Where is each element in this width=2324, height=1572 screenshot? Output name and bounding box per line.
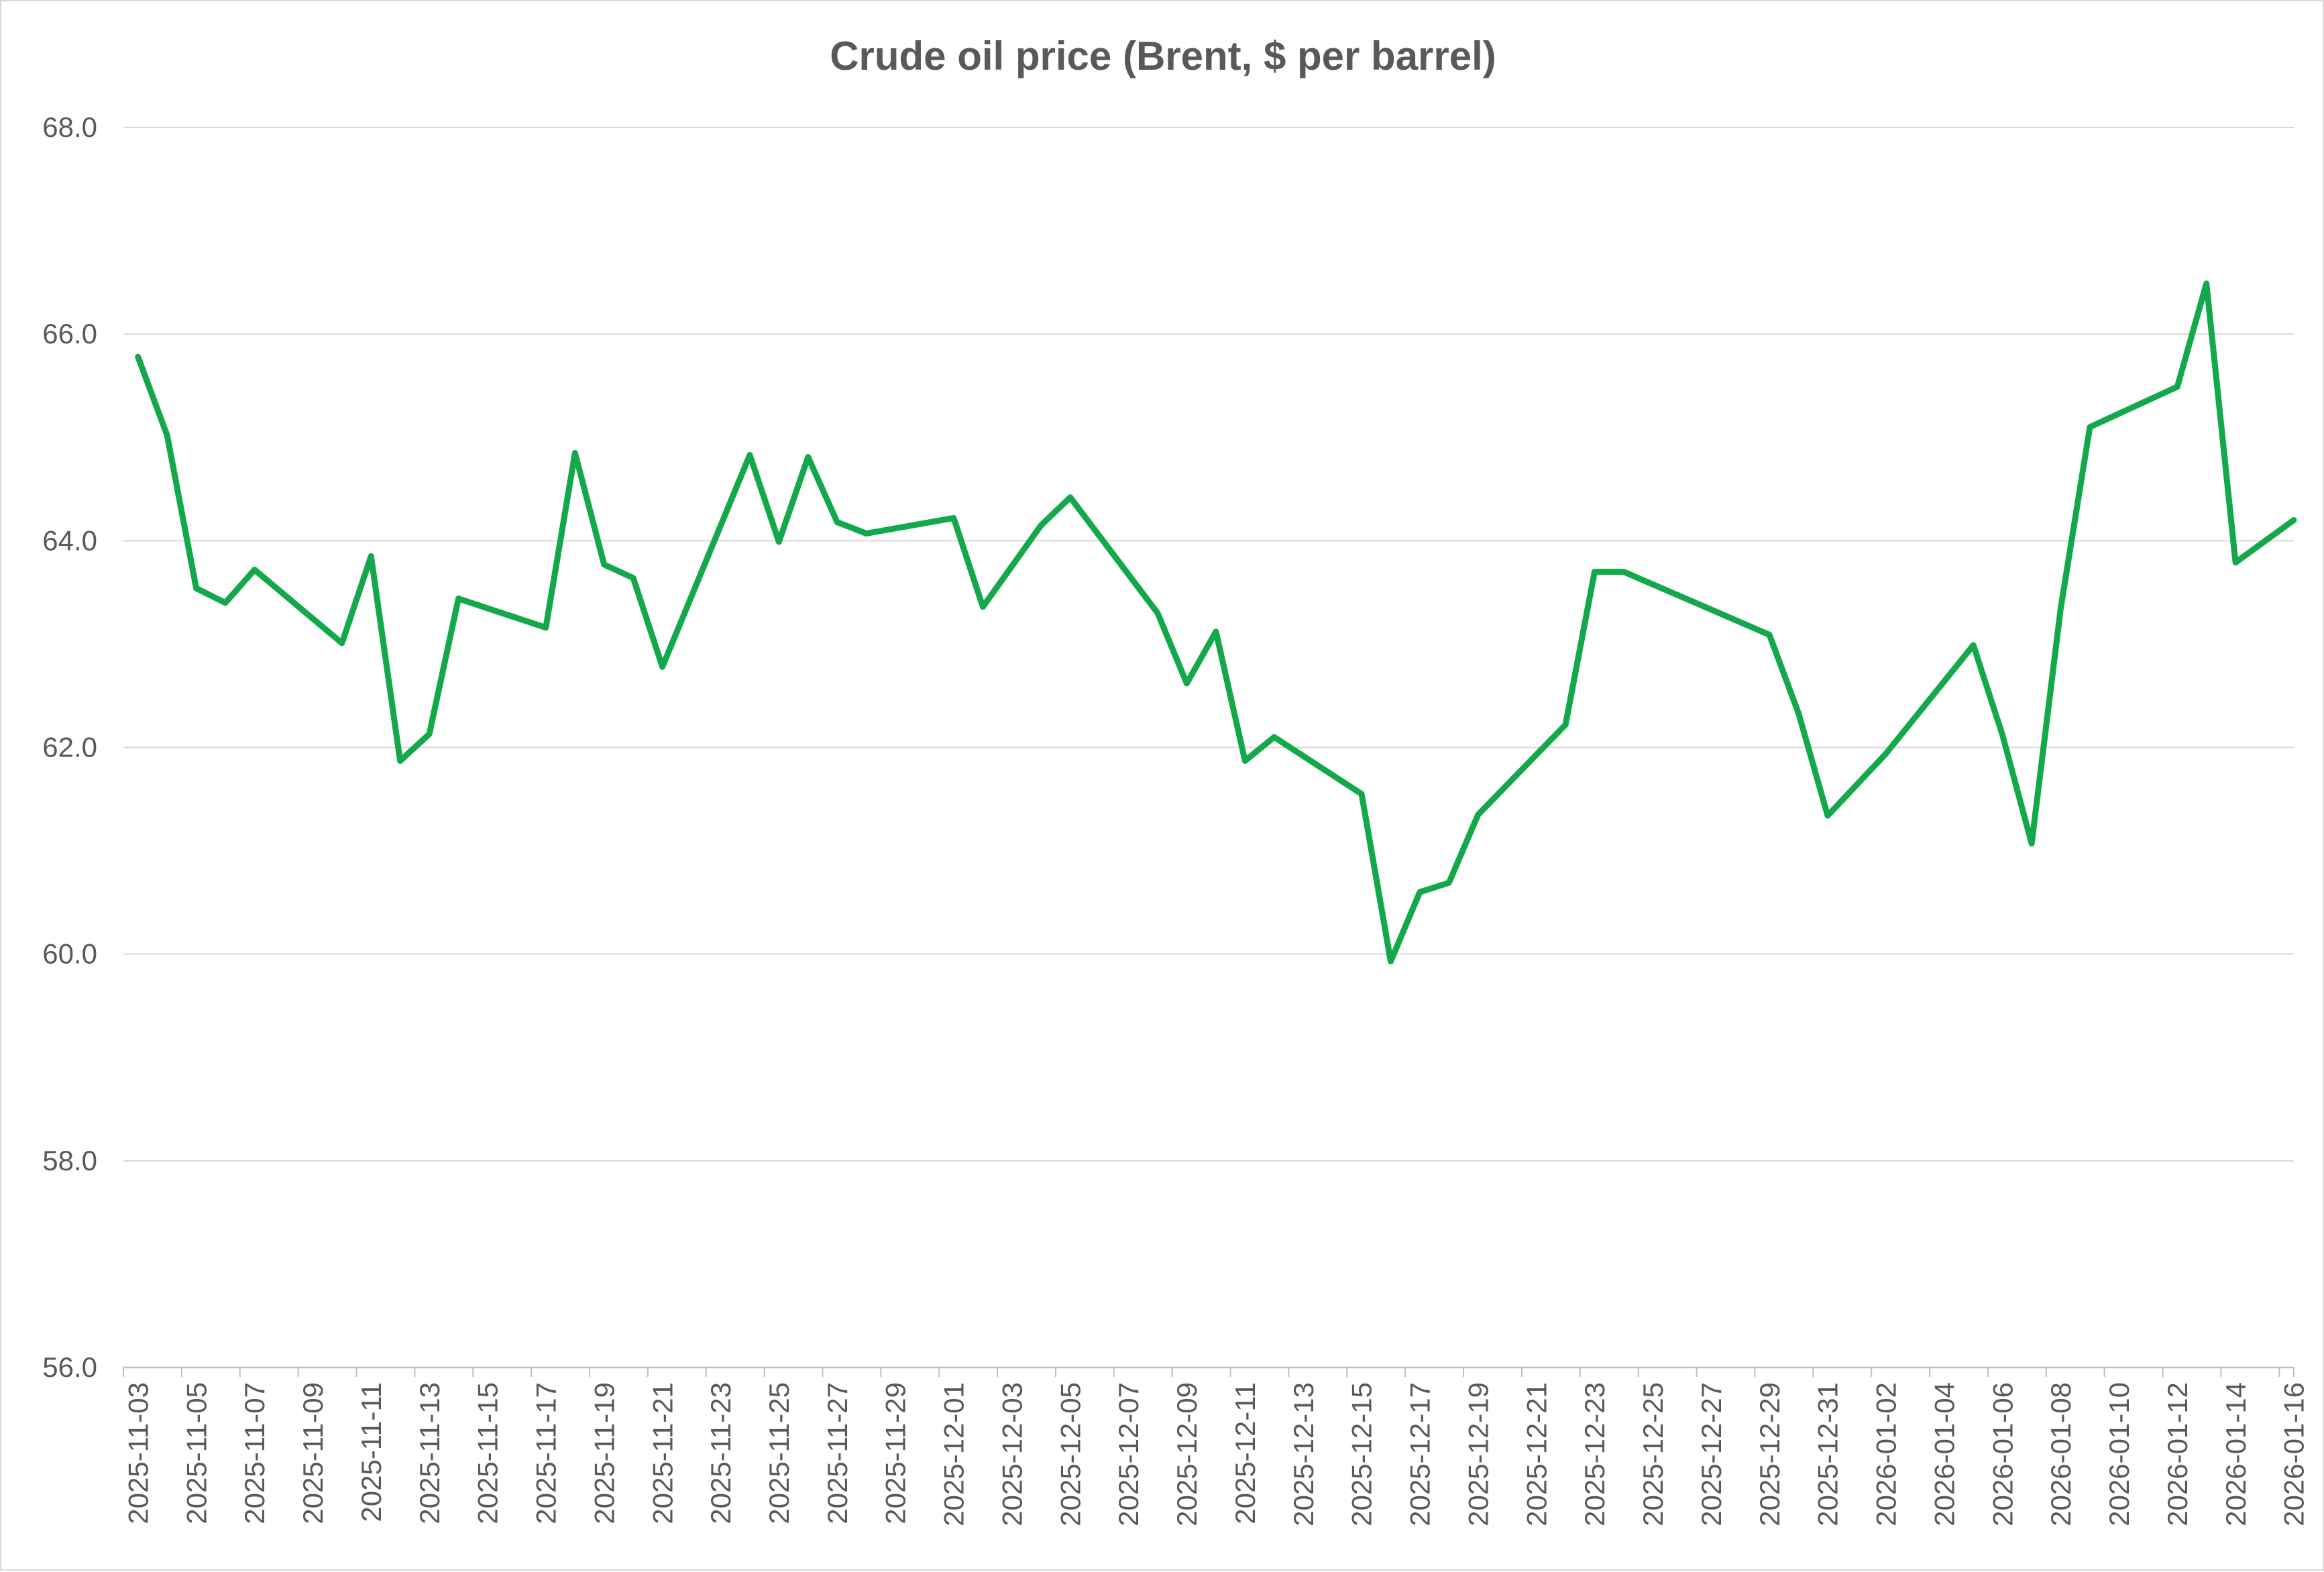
data-point — [1769, 634, 1770, 636]
x-tick-label: 2025-11-07 — [239, 1382, 270, 1524]
x-tick-label: 2026-01-10 — [2103, 1382, 2135, 1526]
x-tick-label: 2025-12-07 — [1113, 1382, 1144, 1526]
data-point — [866, 533, 867, 535]
data-point — [545, 627, 547, 628]
x-tick-label: 2025-12-29 — [1754, 1382, 1785, 1526]
x-tick-label: 2025-11-09 — [297, 1382, 329, 1524]
x-tick-label: 2025-11-29 — [880, 1382, 911, 1524]
data-point — [1885, 753, 1887, 754]
x-tick-label: 2025-12-13 — [1288, 1382, 1319, 1526]
data-point — [225, 602, 226, 604]
data-point — [196, 587, 197, 589]
y-tick-label: 62.0 — [42, 732, 97, 763]
y-axis-tick-labels: 56.0 58.0 60.0 62.0 64.0 66.0 68.0 — [42, 111, 97, 1383]
y-tick-label: 56.0 — [42, 1351, 97, 1383]
x-tick-label: 2025-12-23 — [1579, 1382, 1610, 1526]
data-point — [254, 569, 255, 570]
x-tick-label: 2025-11-13 — [414, 1382, 445, 1524]
data-point — [1798, 713, 1800, 714]
data-point — [370, 555, 372, 557]
x-tick-label: 2026-01-02 — [1871, 1382, 1902, 1526]
x-tick-label: 2025-12-01 — [938, 1382, 970, 1526]
data-point — [1594, 571, 1596, 573]
x-tick-label: 2025-12-11 — [1229, 1382, 1261, 1524]
data-point — [1419, 891, 1421, 893]
chart-title: Crude oil price (Brent, $ per barrel) — [830, 34, 1496, 78]
x-tick-label: 2025-12-31 — [1812, 1382, 1844, 1526]
x-tick-label: 2025-11-27 — [822, 1382, 853, 1524]
data-point — [632, 577, 634, 579]
x-tick-label: 2025-12-09 — [1171, 1382, 1203, 1526]
gridlines — [123, 127, 2294, 1162]
x-tick-label: 2025-11-05 — [180, 1382, 212, 1524]
x-tick-label: 2025-12-19 — [1462, 1382, 1494, 1526]
data-point — [1215, 631, 1217, 632]
x-tick-label: 2026-01-16 — [2278, 1382, 2310, 1526]
x-tick-label: 2025-12-15 — [1346, 1382, 1378, 1526]
x-tick-label: 2025-11-25 — [763, 1382, 795, 1524]
x-axis — [123, 1366, 2294, 1377]
data-point — [1623, 571, 1624, 573]
data-point — [1390, 960, 1391, 962]
series-layer — [135, 280, 2297, 964]
x-tick-label: 2025-12-03 — [997, 1382, 1028, 1526]
data-point — [2176, 386, 2178, 388]
data-point — [2235, 562, 2236, 563]
x-tick-label: 2026-01-06 — [1987, 1382, 2018, 1526]
data-point — [166, 435, 168, 436]
data-point — [1157, 612, 1158, 614]
x-tick-label: 2026-01-08 — [2045, 1382, 2077, 1526]
data-point — [1040, 524, 1042, 526]
x-tick-label: 2025-12-05 — [1054, 1382, 1086, 1526]
y-tick-label: 60.0 — [42, 938, 97, 970]
data-point — [458, 598, 459, 600]
y-tick-label: 58.0 — [42, 1145, 97, 1176]
y-tick-label: 68.0 — [42, 111, 97, 143]
data-point — [2002, 734, 2003, 736]
x-tick-label: 2025-12-17 — [1404, 1382, 1436, 1526]
data-point — [1973, 644, 1974, 646]
x-tick-label: 2025-11-15 — [472, 1382, 504, 1524]
x-tick-label: 2025-11-17 — [531, 1382, 562, 1524]
x-tick-label: 2025-12-25 — [1637, 1382, 1669, 1526]
x-tick-label: 2026-01-14 — [2220, 1382, 2252, 1526]
x-tick-label: 2025-11-03 — [122, 1382, 154, 1524]
x-axis-tick-labels: 2025-11-03 2025-11-05 2025-11-07 2025-11-09… — [122, 1382, 2309, 1526]
x-tick-label: 2026-01-12 — [2162, 1382, 2193, 1526]
data-point — [1565, 724, 1566, 726]
y-tick-label: 66.0 — [42, 318, 97, 349]
y-tick-label: 64.0 — [42, 524, 97, 556]
x-tick-label: 2026-01-04 — [1928, 1382, 1960, 1526]
x-tick-label: 2025-11-11 — [355, 1382, 387, 1522]
x-tick-label: 2025-11-19 — [588, 1382, 620, 1524]
data-point — [341, 642, 343, 644]
x-tick-label: 2025-12-27 — [1696, 1382, 1727, 1526]
series-line — [135, 280, 2297, 964]
data-point — [2206, 283, 2207, 284]
x-tick-label: 2025-11-23 — [705, 1382, 736, 1524]
x-tick-label: 2025-12-21 — [1520, 1382, 1552, 1526]
x-tick-label: 2025-11-21 — [647, 1382, 678, 1524]
